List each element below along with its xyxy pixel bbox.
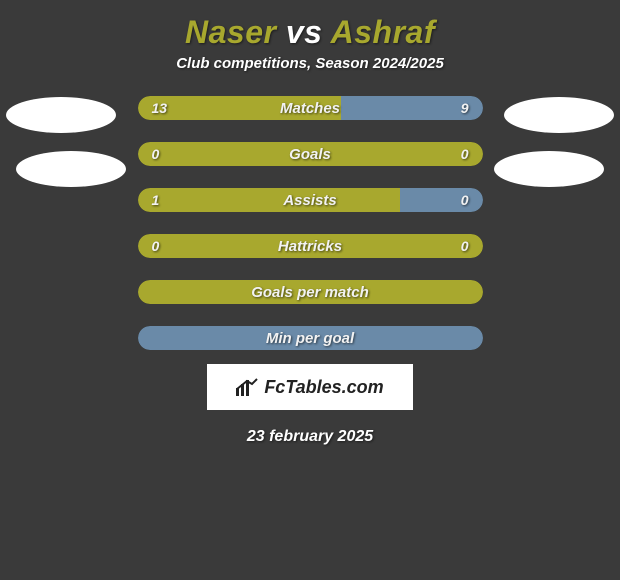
stat-row-hattricks: 0 Hattricks 0 <box>138 234 483 258</box>
stats-area: 13 Matches 9 0 Goals 0 1 Assists 0 0 Ha <box>0 96 620 350</box>
stat-label: Assists <box>138 188 483 212</box>
stat-row-min-per-goal: Min per goal <box>138 326 483 350</box>
stat-row-goals: 0 Goals 0 <box>138 142 483 166</box>
stat-rows: 13 Matches 9 0 Goals 0 1 Assists 0 0 Ha <box>138 96 483 350</box>
chart-icon <box>236 378 258 396</box>
date-label: 23 february 2025 <box>0 428 620 446</box>
stat-label: Hattricks <box>138 234 483 258</box>
stat-value-right: 0 <box>461 188 469 212</box>
stat-label: Goals per match <box>138 280 483 304</box>
stat-row-assists: 1 Assists 0 <box>138 188 483 212</box>
stat-value-right: 0 <box>461 142 469 166</box>
stat-label: Min per goal <box>138 326 483 350</box>
stat-label: Goals <box>138 142 483 166</box>
stat-row-matches: 13 Matches 9 <box>138 96 483 120</box>
player2-avatar-top <box>504 97 614 133</box>
player1-avatar-bottom <box>16 151 126 187</box>
watermark-badge: FcTables.com <box>207 364 413 410</box>
player1-name: Naser <box>185 14 276 50</box>
stat-row-goals-per-match: Goals per match <box>138 280 483 304</box>
stat-value-right: 0 <box>461 234 469 258</box>
subtitle: Club competitions, Season 2024/2025 <box>0 55 620 96</box>
comparison-infographic: Naser vs Ashraf Club competitions, Seaso… <box>0 0 620 446</box>
page-title: Naser vs Ashraf <box>0 8 620 55</box>
stat-label: Matches <box>138 96 483 120</box>
player1-avatar-top <box>6 97 116 133</box>
player2-avatar-bottom <box>494 151 604 187</box>
watermark-text: FcTables.com <box>264 377 383 398</box>
player2-name: Ashraf <box>331 14 435 50</box>
stat-value-right: 9 <box>461 96 469 120</box>
vs-label: vs <box>286 14 323 50</box>
